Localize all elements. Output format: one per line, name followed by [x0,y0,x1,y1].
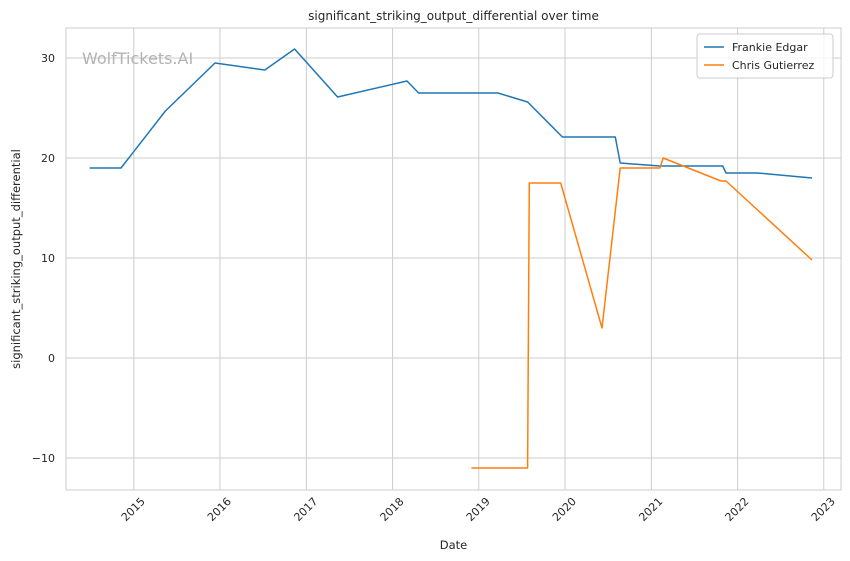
y-axis-title: significant_striking_output_differential [9,149,23,369]
series-lines [89,48,813,469]
x-tick-label: 2022 [723,495,752,524]
x-tick-label: 2020 [550,495,579,524]
series-line-0 [89,48,813,179]
y-tick-label: 20 [41,152,55,165]
x-tick-label: 2021 [636,495,665,524]
legend-box [696,33,834,79]
y-tick-label: 30 [41,52,55,65]
y-tick-label: 10 [41,252,55,265]
legend: Frankie Edgar Chris Gutierrez [696,33,834,79]
x-tick-label: 2023 [809,495,838,524]
series-line-1 [471,157,813,469]
x-tick-label: 2019 [464,495,493,524]
legend-label: Frankie Edgar [732,41,808,54]
plot-frame [65,27,842,491]
x-tick-label: 2015 [119,495,148,524]
x-tick-label: 2017 [291,495,320,524]
watermark-text: WolfTickets.AI [82,49,193,68]
x-tick-label: 2018 [378,495,407,524]
legend-label: Chris Gutierrez [732,59,814,72]
x-axis-title: Date [440,538,468,552]
chart-title: significant_striking_output_differential… [308,9,599,23]
x-tick-label: 2016 [205,495,234,524]
y-tick-label: −10 [32,452,55,465]
plot-area [66,28,841,490]
y-tick-label: 0 [48,352,55,365]
